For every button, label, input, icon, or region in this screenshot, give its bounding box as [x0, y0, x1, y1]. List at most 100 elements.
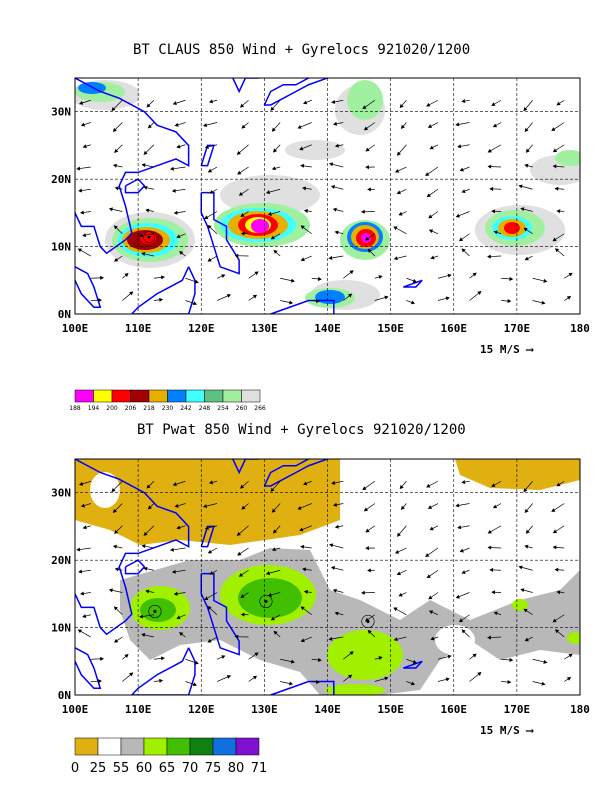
wind-vector-head: [349, 651, 354, 656]
coastline-segment: [232, 459, 259, 475]
colorbar-swatch: [74, 737, 99, 756]
wind-vector-head: [112, 508, 117, 513]
wind-vector-head: [427, 124, 433, 128]
panel1-coastline: [75, 78, 423, 314]
wind-vector-head: [330, 566, 336, 570]
wind-vector-head: [384, 676, 389, 681]
wind-vector-head: [208, 99, 214, 104]
colorbar-label: 200: [106, 405, 118, 412]
wind-vector-head: [270, 616, 275, 621]
wind-vector-head: [361, 209, 365, 214]
wind-vector-head: [552, 529, 558, 534]
panel1-reference-vector-label: 15 M/S: [480, 343, 520, 356]
wind-vector-head: [124, 273, 129, 277]
wind-vector-head: [207, 549, 213, 554]
colorbar-label: 230: [162, 405, 174, 412]
colorbar-swatch: [189, 737, 214, 756]
wind-vector-head: [552, 164, 557, 169]
wind-vector-head: [80, 210, 85, 215]
wind-vector-head: [108, 588, 113, 593]
wind-vector-head: [457, 525, 462, 530]
wind-vector-head: [76, 547, 81, 552]
y-tick-label: 20N: [51, 554, 71, 567]
wind-vector-head: [114, 186, 119, 191]
colorbar-label: 55: [113, 761, 130, 776]
wind-vector-head: [204, 215, 209, 219]
wind-vector-head: [114, 148, 119, 153]
wind-vector-head: [141, 163, 146, 168]
wind-vector-head: [461, 99, 466, 104]
panel2-reference-vector: 15 M/S ⟶: [480, 724, 533, 737]
wind-vector-head: [541, 300, 546, 305]
colorbar-label: 266: [254, 405, 266, 412]
wind-vector-head: [427, 505, 433, 509]
colorbar-swatch: [185, 389, 205, 403]
wind-vector-head: [461, 248, 466, 253]
wind-vector-head: [112, 544, 117, 549]
colorbar-label: 242: [180, 405, 192, 412]
wind-vector-head: [472, 272, 477, 277]
coastline-segment: [200, 572, 240, 656]
wind-vector-head: [111, 107, 116, 112]
wind-vector-head: [393, 637, 398, 642]
wind-vector-head: [328, 636, 333, 641]
coastline-segment: [232, 78, 259, 94]
wind-vector-head: [425, 172, 430, 176]
wind-vector-head: [303, 100, 308, 105]
wind-vector-head: [173, 591, 178, 596]
wind-vector-head: [426, 193, 431, 198]
wind-vector-head: [524, 127, 529, 133]
wind-vector-head: [509, 276, 514, 281]
colorbar-swatch: [130, 389, 150, 403]
wind-vector-head: [143, 566, 148, 571]
colorbar-swatch: [204, 389, 224, 403]
wind-vector-head: [204, 144, 209, 149]
wind-vector-head: [393, 607, 398, 612]
wind-vector-head: [143, 185, 148, 190]
wind-vector-head: [552, 237, 557, 242]
wind-vector-head: [331, 480, 336, 485]
wind-vector-head: [77, 248, 82, 253]
arrow-right-icon: ⟶: [526, 724, 533, 737]
wind-vector-head: [80, 591, 85, 596]
wind-vector-head: [240, 231, 245, 236]
wind-vector-head: [523, 107, 528, 112]
wind-vector-head: [237, 551, 242, 556]
wind-vector-head: [207, 638, 212, 643]
wind-vector-head: [270, 235, 275, 240]
gyre-symbol: ☉: [147, 602, 163, 623]
panel2-wind-vectors: [76, 480, 573, 687]
coastline-segment: [75, 78, 190, 255]
wind-vector-head: [556, 482, 561, 487]
wind-vector-head: [203, 504, 208, 509]
wind-vector-head: [194, 279, 199, 284]
wind-vector-head: [541, 681, 546, 686]
wind-vector-head: [265, 571, 271, 576]
wind-vector-head: [363, 507, 369, 512]
wind-vector-head: [399, 103, 404, 109]
panel1-cloud-field: [75, 80, 580, 310]
wind-vector-head: [203, 123, 208, 128]
x-tick-label: 180: [570, 322, 590, 335]
wind-vector-head: [428, 595, 433, 600]
wind-vector-head: [349, 270, 354, 275]
colorbar-swatch: [167, 389, 187, 403]
wind-vector-head: [209, 190, 214, 194]
wind-vector-head: [447, 273, 452, 278]
wind-vector-head: [477, 291, 482, 295]
wind-vector-head: [238, 191, 244, 196]
wind-vector-head: [410, 681, 416, 686]
x-tick-label: 110E: [125, 322, 152, 335]
y-tick-label: 30N: [51, 487, 71, 500]
wind-vector-head: [430, 636, 435, 641]
wind-vector-head: [78, 188, 83, 193]
wind-vector-head: [174, 503, 179, 508]
wind-vector-head: [204, 525, 209, 530]
wind-vector-head: [270, 487, 275, 492]
wind-vector-head: [207, 225, 212, 230]
wind-vector-head: [114, 638, 119, 643]
wind-vector-head: [141, 632, 146, 637]
wind-vector-head: [333, 502, 338, 507]
wind-vector-head: [328, 255, 333, 260]
wind-vector-head: [447, 654, 452, 659]
